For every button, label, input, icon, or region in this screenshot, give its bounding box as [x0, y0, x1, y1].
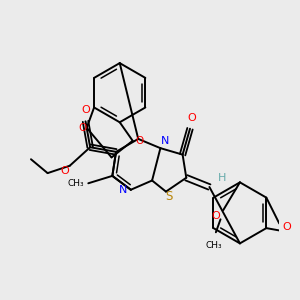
Text: O: O [212, 211, 220, 220]
Text: O: O [282, 222, 291, 232]
Text: O: O [81, 105, 90, 115]
Text: O: O [61, 166, 70, 176]
Text: CH₃: CH₃ [206, 241, 222, 250]
Text: CH₃: CH₃ [67, 179, 84, 188]
Text: N: N [161, 136, 169, 146]
Text: O: O [78, 123, 86, 133]
Text: S: S [165, 190, 172, 203]
Text: N: N [119, 185, 128, 195]
Text: H: H [218, 173, 226, 183]
Text: O: O [135, 136, 143, 146]
Text: O: O [188, 112, 196, 123]
